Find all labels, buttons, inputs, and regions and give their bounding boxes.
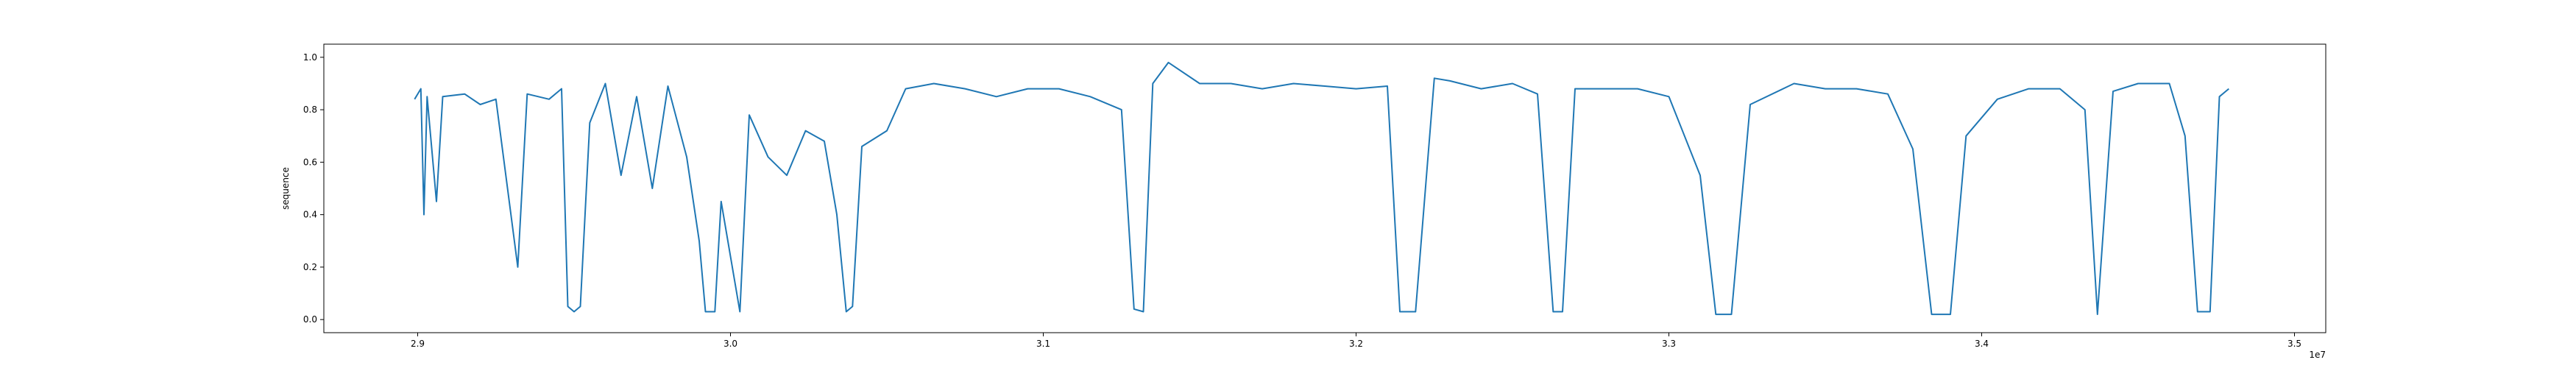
plot-area-frame [323,43,2326,333]
x-axis-offset-label: 1e7 [2309,350,2326,360]
y-tick-label: 0.4 [303,210,317,220]
y-tick-label: 0.0 [303,314,317,325]
x-tick-label: 3.4 [1975,339,1989,349]
y-axis-label: sequence [280,167,291,210]
x-axis-ticks: 2.9 3.0 3.1 3.2 3.3 3.4 3.5 [411,333,2301,349]
series-layer [414,61,2229,316]
y-tick-label: 0.6 [303,157,317,167]
x-tick-label: 3.0 [723,339,737,349]
y-axis-ticks: 0.0 0.2 0.4 0.6 0.8 1.0 [303,52,324,325]
x-tick-label: 3.2 [1349,339,1363,349]
y-tick-label: 0.8 [303,105,317,115]
y-tick-label: 1.0 [303,52,317,63]
x-tick-label: 2.9 [411,339,425,349]
series-line [414,61,2229,316]
x-tick-label: 3.1 [1036,339,1050,349]
y-tick-label: 0.2 [303,262,317,272]
x-tick-label: 3.3 [1662,339,1676,349]
x-tick-label: 3.5 [2287,339,2301,349]
